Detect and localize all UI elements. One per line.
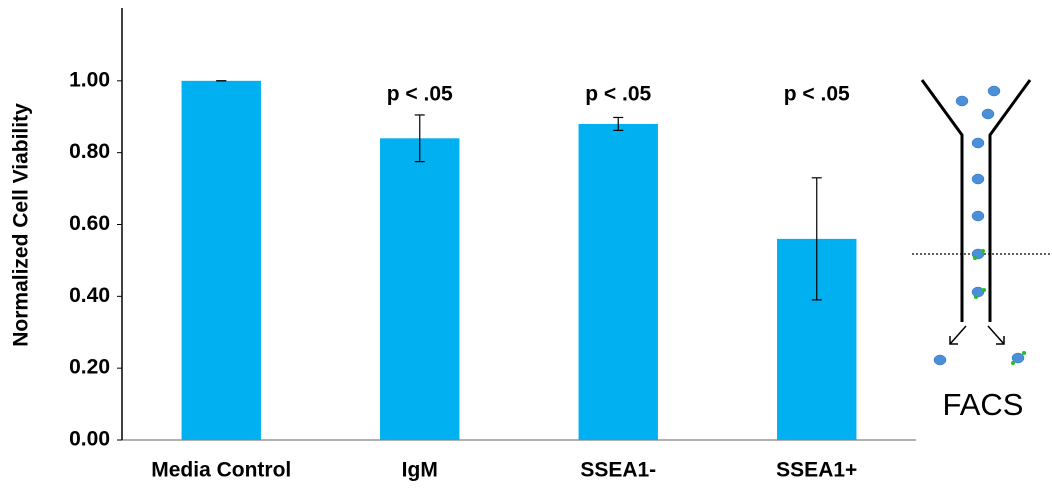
bar	[579, 124, 658, 440]
y-axis-label: Normalized Cell Viability	[10, 103, 33, 347]
y-tick-label: 0.00	[69, 428, 110, 451]
x-tick-label: Media Control	[151, 459, 291, 482]
bar	[380, 138, 459, 440]
inset-label: FACS	[943, 387, 1024, 422]
bar	[182, 81, 261, 440]
annotation: p < .05	[784, 83, 850, 106]
y-tick-label: 0.60	[69, 212, 110, 235]
annotation: p < .05	[387, 83, 453, 106]
chart: Normalized Cell Viability FACS 0.00 0.20 0…	[0, 0, 1052, 491]
cells	[934, 86, 1024, 365]
arrows	[950, 326, 1004, 344]
y-tick-label: 0.20	[69, 356, 110, 379]
annotation: p < .05	[585, 83, 651, 106]
funnel-left	[922, 80, 962, 322]
y-tick-label: 1.00	[69, 68, 110, 91]
funnel-right	[990, 80, 1030, 322]
x-tick-label: SSEA1+	[776, 459, 857, 482]
facs-diagram: FACS	[912, 80, 1050, 422]
x-tick-label: IgM	[402, 459, 438, 482]
y-tick-label: 0.80	[69, 140, 110, 163]
x-tick-label: SSEA1-	[580, 459, 656, 482]
markers	[973, 249, 1026, 365]
y-tick-label: 0.40	[69, 284, 110, 307]
